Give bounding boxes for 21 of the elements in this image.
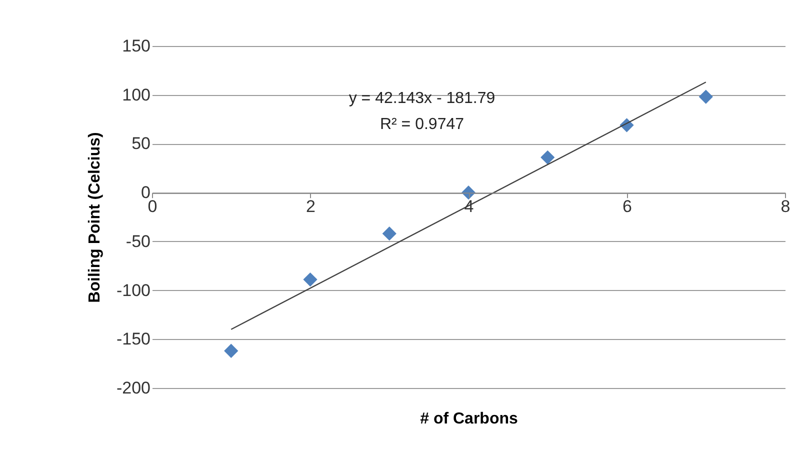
point <box>303 272 318 287</box>
point <box>382 226 396 241</box>
x-axis-title: # of Carbons <box>420 410 518 428</box>
y-axis-title: Boiling Point (Celcius) <box>86 132 104 303</box>
y-tick-label: 100 <box>122 85 150 104</box>
y-tick-label: 150 <box>122 36 150 56</box>
x-tick-label: 2 <box>306 197 316 216</box>
point <box>461 186 476 200</box>
y-tick-label: -200 <box>116 378 150 398</box>
annotation: y = 42.143x - 181.79 <box>348 90 496 107</box>
point <box>224 344 238 358</box>
y-tick-label: -150 <box>116 330 150 349</box>
y-tick-label: 50 <box>132 134 150 154</box>
y-tick-label: 0 <box>141 183 150 202</box>
point <box>698 90 713 104</box>
y-tick-label: -100 <box>116 280 150 300</box>
y-tick-label: -50 <box>126 232 150 251</box>
annotation: R² = 0.9747 <box>380 116 464 133</box>
point <box>540 150 555 164</box>
x-tick-label: 6 <box>622 197 632 216</box>
x-tick-label: 8 <box>780 197 790 216</box>
